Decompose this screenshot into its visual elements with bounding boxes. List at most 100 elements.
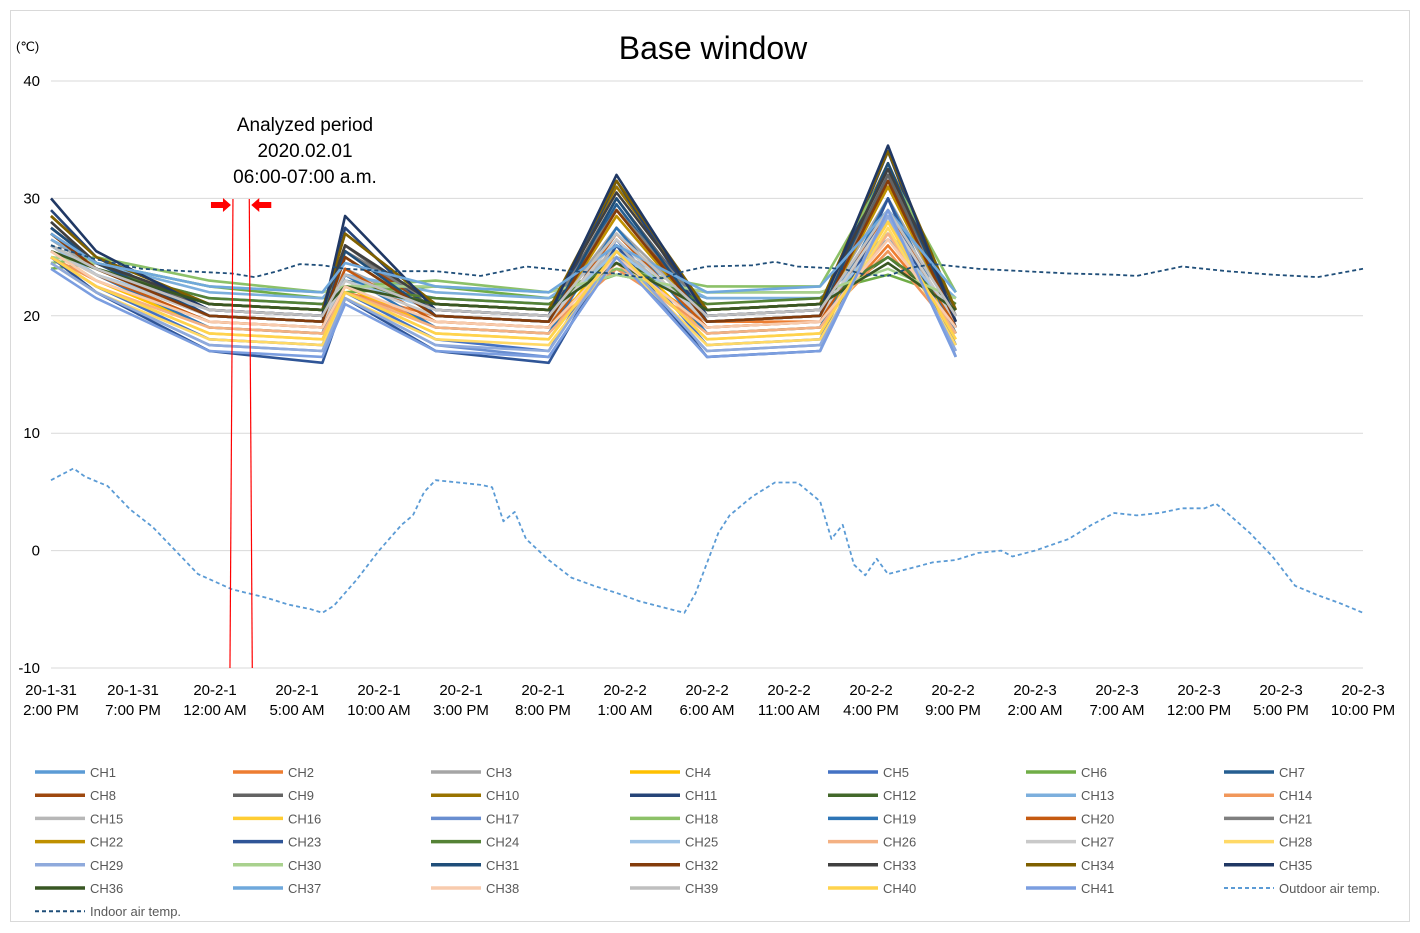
legend-label: CH33 — [883, 858, 916, 873]
x-tick-label-date: 20-2-1 — [357, 682, 400, 699]
series-line-ch41 — [50, 208, 957, 359]
y-tick-label: 0 — [32, 543, 40, 560]
legend-label: CH20 — [1081, 811, 1114, 826]
x-tick-label-time: 8:00 PM — [515, 702, 571, 719]
right-arrow-icon — [210, 198, 231, 212]
legend-label: CH38 — [486, 881, 519, 896]
annotation-line-3: 06:00-07:00 a.m. — [233, 167, 377, 188]
x-tick-label-date: 20-2-2 — [603, 682, 646, 699]
x-axis-tick-labels: 20-1-31 2:00 PM 20-1-31 7:00 PM 20-2-1 12:00 … — [23, 682, 1395, 719]
x-tick-label-date: 20-2-3 — [1095, 682, 1138, 699]
legend-label: CH28 — [1279, 835, 1312, 850]
legend-label: CH17 — [486, 811, 519, 826]
legend-label: CH30 — [288, 858, 321, 873]
y-tick-label: 10 — [23, 425, 40, 442]
series-line-ch40 — [50, 220, 957, 341]
legend-label: CH10 — [486, 788, 519, 803]
legend-label: CH19 — [883, 811, 916, 826]
y-tick-label: 30 — [23, 190, 40, 207]
chart-frame: Base window (℃) 40 30 20 10 0 -10 20-1-31 2:00… — [10, 10, 1410, 922]
legend-label: CH7 — [1279, 765, 1305, 780]
x-tick-label-time: 2:00 AM — [1007, 702, 1062, 719]
x-tick-label-time: 7:00 PM — [105, 702, 161, 719]
legend-label: CH18 — [685, 811, 718, 826]
x-tick-label-date: 20-2-1 — [275, 682, 318, 699]
y-tick-label: 20 — [23, 308, 40, 325]
y-axis-tick-labels: 40 30 20 10 0 -10 — [18, 73, 40, 677]
x-tick-label-date: 20-1-31 — [107, 682, 159, 699]
x-tick-label-time: 7:00 AM — [1089, 702, 1144, 719]
legend-label: CH14 — [1279, 788, 1312, 803]
x-tick-label-date: 20-2-1 — [193, 682, 236, 699]
x-tick-label-time: 3:00 PM — [433, 702, 489, 719]
x-tick-label-date: 20-2-2 — [849, 682, 892, 699]
legend-label: CH1 — [90, 765, 116, 780]
legend-label: CH37 — [288, 881, 321, 896]
x-tick-label-date: 20-2-3 — [1341, 682, 1384, 699]
period-start-line — [229, 198, 234, 669]
x-tick-label-time: 9:00 PM — [925, 702, 981, 719]
legend-label: CH2 — [288, 765, 314, 780]
x-tick-label-time: 1:00 AM — [597, 702, 652, 719]
legend-label: CH41 — [1081, 881, 1114, 896]
legend-label: CH34 — [1081, 858, 1114, 873]
legend-label: CH12 — [883, 788, 916, 803]
legend: CH1 CH2 CH3 CH4 CH5 CH6 CH7 CH8 CH9 CH10 CH11 CH12 C… — [35, 765, 1380, 919]
legend-label: CH40 — [883, 881, 916, 896]
legend-label: CH9 — [288, 788, 314, 803]
legend-label: CH35 — [1279, 858, 1312, 873]
series-line-ch26 — [50, 232, 957, 335]
x-tick-label-time: 4:00 PM — [843, 702, 899, 719]
series-line-ch38 — [50, 238, 957, 329]
legend-label: CH4 — [685, 765, 711, 780]
series-line-ch28 — [50, 226, 957, 347]
legend-label: CH21 — [1279, 811, 1312, 826]
x-tick-label-date: 20-2-3 — [1013, 682, 1056, 699]
x-tick-label-date: 20-2-2 — [931, 682, 974, 699]
x-tick-label-time: 2:00 PM — [23, 702, 79, 719]
legend-label: CH23 — [288, 835, 321, 850]
legend-label: CH36 — [90, 881, 123, 896]
y-tick-label: -10 — [18, 660, 40, 677]
legend-label: CH16 — [288, 811, 321, 826]
legend-label: CH31 — [486, 858, 519, 873]
x-tick-label-time: 6:00 AM — [679, 702, 734, 719]
x-tick-label-time: 5:00 AM — [269, 702, 324, 719]
legend-label: CH6 — [1081, 765, 1107, 780]
period-end-line — [248, 198, 253, 669]
legend-label: CH25 — [685, 835, 718, 850]
x-tick-label-date: 20-1-31 — [25, 682, 77, 699]
x-tick-label-time: 12:00 PM — [1167, 702, 1231, 719]
x-tick-label-time: 10:00 AM — [347, 702, 410, 719]
series-line-ch29 — [50, 214, 957, 353]
legend-label: Outdoor air temp. — [1279, 881, 1380, 896]
temperature-line-chart: Base window (℃) 40 30 20 10 0 -10 20-1-31 2:00… — [16, 30, 1395, 919]
series-line-ch39 — [50, 208, 957, 318]
analyzed-period-annotation: Analyzed period 2020.02.01 06:00-07:00 a… — [210, 115, 377, 669]
left-arrow-icon — [251, 198, 272, 212]
x-tick-label-time: 10:00 PM — [1331, 702, 1395, 719]
series-line-indoor-air-temp- — [50, 244, 1364, 280]
x-tick-label-date: 20-2-2 — [685, 682, 728, 699]
legend-label: CH11 — [685, 788, 717, 803]
annotation-line-2: 2020.02.01 — [257, 141, 352, 162]
x-tick-label-date: 20-2-3 — [1177, 682, 1220, 699]
legend-label: CH3 — [486, 765, 512, 780]
legend-label: CH27 — [1081, 835, 1114, 850]
y-axis-unit: (℃) — [16, 39, 39, 54]
legend-label: Indoor air temp. — [90, 904, 181, 919]
legend-label: CH29 — [90, 858, 123, 873]
legend-label: CH5 — [883, 765, 909, 780]
chart-title: Base window — [619, 30, 808, 66]
x-tick-label-date: 20-2-2 — [767, 682, 810, 699]
annotation-line-1: Analyzed period — [237, 115, 373, 136]
legend-label: CH13 — [1081, 788, 1114, 803]
legend-label: CH15 — [90, 811, 123, 826]
legend-label: CH32 — [685, 858, 718, 873]
x-tick-label-time: 11:00 AM — [758, 702, 820, 719]
x-tick-label-time: 5:00 PM — [1253, 702, 1309, 719]
y-tick-label: 40 — [23, 73, 40, 90]
legend-label: CH8 — [90, 788, 116, 803]
series-line-ch36 — [50, 249, 957, 312]
x-tick-label-date: 20-2-1 — [521, 682, 564, 699]
